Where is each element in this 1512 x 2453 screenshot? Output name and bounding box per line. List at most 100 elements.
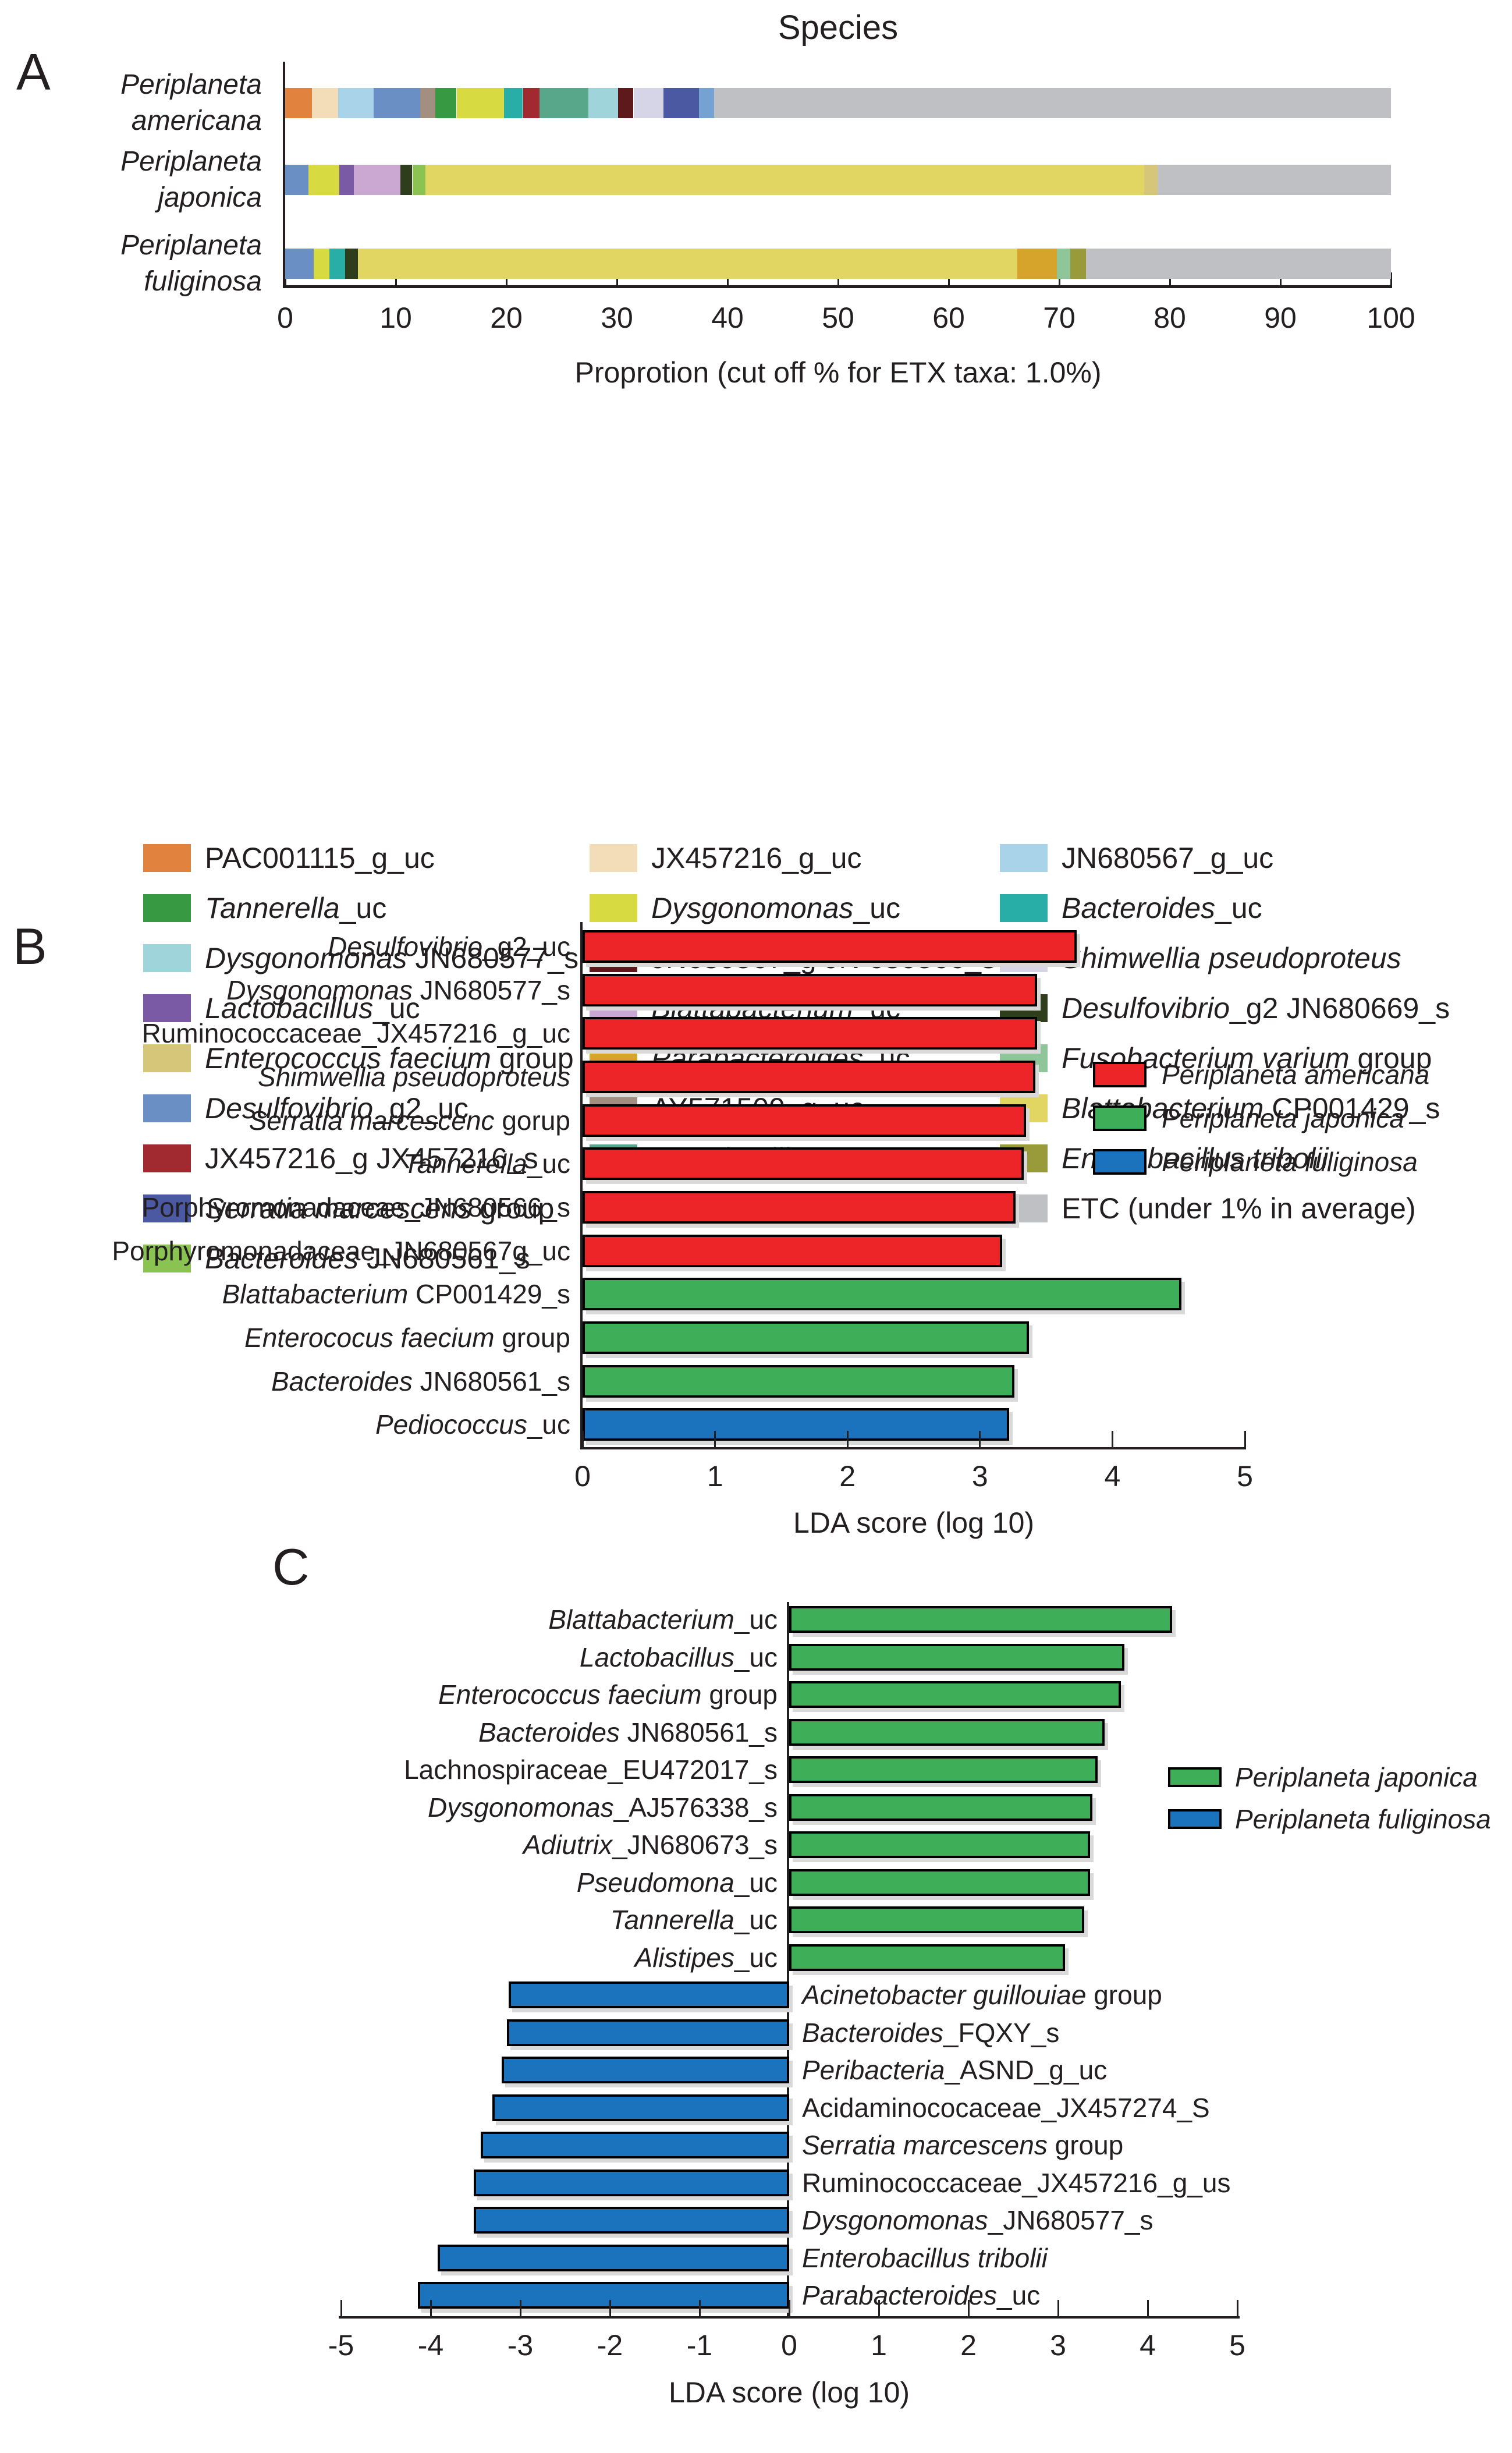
stacked-segment-jn680567-g-uc xyxy=(338,88,374,118)
x-axis-line xyxy=(339,2316,1240,2319)
x-axis-tick xyxy=(1057,2300,1059,2316)
stacked-segment-desulfovibrio-g2-uc xyxy=(285,165,308,195)
x-axis-line xyxy=(580,1447,1246,1449)
lda-bar-pediococcus-uc xyxy=(583,1408,1009,1441)
x-axis-tick xyxy=(878,2300,880,2316)
legend-swatch-bacteroides-jn680561-s xyxy=(143,1245,191,1272)
bar-label: Dysgonomonas_AJ576338_s xyxy=(221,1790,778,1825)
panel-b-x-axis-title: LDA score (log 10) xyxy=(793,1506,1035,1539)
x-axis-line xyxy=(283,285,1392,288)
x-tick-label: 70 xyxy=(1043,302,1076,334)
legend-label: Desulfovibrio_g2 JN680669_s xyxy=(1062,992,1450,1024)
x-tick-label: 5 xyxy=(1229,2329,1245,2362)
label-run: Porphyromonadaceae_JN680567g_uc xyxy=(112,1235,570,1266)
legend-swatch-jx457216-g-uc xyxy=(590,844,637,872)
label-run: Bacteroides xyxy=(478,1717,620,1747)
label-run: _uc xyxy=(996,2280,1041,2310)
species-label-line: Periplaneta xyxy=(17,67,262,103)
legend-label: Periplaneta fuliginosa xyxy=(1162,1146,1512,1178)
label-run: Ruminococcaceae_JX457216_g_us xyxy=(802,2167,1231,2198)
label-run: JN680561_s xyxy=(359,1242,530,1275)
x-tick-label: 0 xyxy=(574,1460,591,1493)
stacked-segment-jx457216-g-jx457216-s xyxy=(523,88,540,118)
legend-swatch-dysgonomonas-jn680577-s xyxy=(143,944,191,972)
x-axis-tick xyxy=(609,2300,611,2316)
stacked-segment-ay571500-g-uc xyxy=(420,88,436,118)
x-axis-tick xyxy=(430,2300,432,2316)
lda-bar-pseudomona-uc xyxy=(789,1869,1091,1896)
label-run: Desulfovibrio xyxy=(328,931,483,962)
legend-swatch-pac001115-g-uc xyxy=(143,844,191,872)
x-axis-tick xyxy=(979,1431,981,1447)
x-tick-label: 0 xyxy=(781,2329,797,2362)
label-run: _AJ576338_s xyxy=(613,1792,778,1823)
label-run: _g2_uc xyxy=(482,931,570,962)
lda-bar-enterococcus-faecium-group xyxy=(789,1681,1121,1708)
y-axis-line xyxy=(283,62,285,288)
label-run: _g2 JN680669_s xyxy=(1230,992,1450,1025)
bar-label: Blattabacterium_uc xyxy=(221,1602,778,1637)
lda-bar-bacteroides-fqxy-s xyxy=(506,2019,789,2046)
label-run: Alistipes xyxy=(634,1942,734,1973)
x-tick-label: 50 xyxy=(822,302,854,334)
label-run: Dysgonomonas xyxy=(802,2205,988,2235)
label-run: Peribacteria xyxy=(802,2055,945,2085)
bar-label: Acinetobacter guillouiae group xyxy=(802,1977,1326,2012)
label-run: Acinetobacter guillouiae xyxy=(802,1980,1087,2010)
lda-bar-parabacteroides-uc xyxy=(418,2282,789,2309)
lda-bar-enterococus-faecium-group xyxy=(583,1321,1029,1354)
legend-label: Dysgonomonas JN680577_s xyxy=(205,942,589,974)
bar-label: Lactobacillus_uc xyxy=(221,1640,778,1675)
label-run: Blattabacterium xyxy=(222,1279,409,1310)
label-run: Tannerella xyxy=(403,1148,527,1179)
bar-label: Tannerella_uc xyxy=(221,1902,778,1937)
x-tick-label: 3 xyxy=(1050,2329,1066,2362)
label-run: Pseudomona xyxy=(576,1867,734,1898)
lda-bar-tannerella-uc xyxy=(583,1147,1024,1181)
stacked-segment-etc-under-1-in-average xyxy=(1085,249,1391,279)
lda-bar-porphyromonadaceae-jn680566-s xyxy=(583,1190,1016,1224)
label-run: _uc xyxy=(853,892,901,924)
panel-b-legend: Periplaneta americana Periplaneta japonic… xyxy=(1093,1058,1512,1178)
bar-label: Dysgonomonas_JN680577_s xyxy=(802,2203,1326,2238)
label-run: Shimwellia pseudoproteus xyxy=(1062,942,1401,974)
panel-c-legend: Periplaneta japonica Periplaneta fuligino… xyxy=(1168,1762,1491,1834)
bar-label: Ruminococcaceae_JX457216_g_uc xyxy=(0,1016,570,1051)
stacked-segment-blattabacterium-uc xyxy=(353,165,400,195)
stacked-segment-lactobacillus-jx457198-s xyxy=(540,88,588,118)
bar-label: Bacteroides JN680561_s xyxy=(221,1715,778,1750)
legend-label: Bacteroides JN680561_s xyxy=(205,1243,589,1274)
lda-bar-ruminococcaceae-jx457216-g-uc xyxy=(583,1017,1037,1050)
label-run: Periplaneta fuliginosa xyxy=(1162,1147,1418,1177)
x-tick-label: -4 xyxy=(417,2329,444,2362)
stacked-segment-dysgonomonas-uc xyxy=(308,165,340,195)
label-run: Lachnospiraceae_EU472017_s xyxy=(404,1754,778,1785)
x-axis-tick xyxy=(714,1431,716,1447)
species-label-line: Periplaneta xyxy=(17,144,262,180)
stacked-segment-desulfovibrio-g2-jn680669-s xyxy=(345,249,359,279)
x-tick-label: -2 xyxy=(597,2329,623,2362)
lda-bar-adiutrix-jn680673-s xyxy=(789,1831,1091,1858)
label-run: gorup xyxy=(494,1105,570,1136)
x-tick-label: 2 xyxy=(960,2329,977,2362)
x-tick-label: -5 xyxy=(328,2329,354,2362)
legend-swatch-enterococcus-faecium-group xyxy=(143,1044,191,1072)
x-tick-label: 40 xyxy=(711,302,744,334)
label-run: Enterococus faecium xyxy=(244,1322,495,1353)
legend-label: JX457216_g_uc xyxy=(651,842,1035,874)
x-axis-tick xyxy=(1169,272,1171,285)
x-tick-label: 30 xyxy=(601,302,633,334)
x-axis-tick xyxy=(1111,1431,1113,1447)
legend-swatch-dysgonomonas-uc xyxy=(590,894,637,922)
panel-a-title: Species xyxy=(778,9,899,47)
legend-label: Periplaneta americana xyxy=(1162,1058,1512,1091)
label-run: _g2_uc xyxy=(373,1092,469,1125)
x-tick-label: -1 xyxy=(686,2329,713,2362)
lda-bar-shimwellia-pseudoproteus xyxy=(583,1060,1036,1093)
label-run: Bacteroides xyxy=(271,1366,413,1396)
x-tick-label: 1 xyxy=(707,1460,723,1493)
label-run: _uc xyxy=(734,1604,778,1635)
x-axis-tick xyxy=(1279,272,1282,285)
lda-bar-lactobacillus-uc xyxy=(789,1643,1124,1671)
lda-bar-enterobacillus-tribolii xyxy=(438,2244,789,2271)
